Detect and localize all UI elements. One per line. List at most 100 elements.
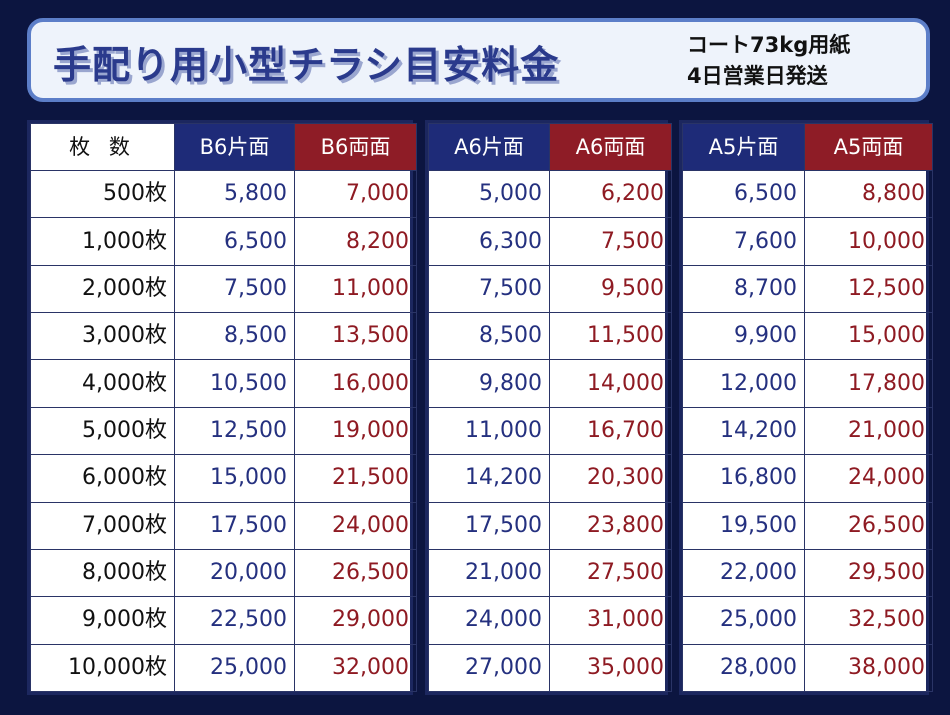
- price-a6-single: 14,200: [428, 454, 550, 503]
- quantity-cell: 8,000枚: [30, 548, 175, 598]
- table-row: 14,200 21,000: [682, 406, 933, 456]
- paper-spec: コート73kg用紙: [687, 33, 851, 57]
- table-row: 9,800 14,000: [428, 359, 672, 408]
- price-b6-double: 26,500: [294, 548, 417, 598]
- price-b6-double: 11,000: [294, 264, 417, 314]
- price-b6-single: 6,500: [174, 217, 295, 266]
- quantity-cell: 9,000枚: [30, 596, 175, 645]
- table-row: 4,000枚 10,500 16,000: [30, 359, 417, 408]
- table-row: 11,000 16,700: [428, 406, 672, 456]
- price-b6-single: 15,000: [174, 454, 295, 503]
- price-b6-double: 7,000: [294, 169, 417, 219]
- price-a6-single: 27,000: [428, 643, 550, 693]
- price-b6-single: 8,500: [174, 312, 295, 361]
- quantity-cell: 10,000枚: [30, 643, 175, 693]
- price-a6-double: 11,500: [549, 312, 672, 361]
- quantity-cell: 1,000枚: [30, 217, 175, 266]
- price-a5-single: 28,000: [682, 643, 805, 693]
- shipping-note: 4日営業日発送: [687, 64, 828, 88]
- price-a5-double: 8,800: [804, 169, 933, 219]
- price-b6-single: 17,500: [174, 501, 295, 550]
- price-b6-double: 29,000: [294, 596, 417, 645]
- col-header-a6-double: A6両面: [549, 123, 672, 171]
- quantity-cell: 2,000枚: [30, 264, 175, 314]
- price-b6-single: 25,000: [174, 643, 295, 693]
- price-b6-double: 32,000: [294, 643, 417, 693]
- price-a6-double: 9,500: [549, 264, 672, 314]
- price-a5-single: 9,900: [682, 312, 805, 361]
- price-a6-single: 9,800: [428, 359, 550, 408]
- price-b6-double: 16,000: [294, 359, 417, 408]
- col-header-a5-single: A5片面: [682, 123, 805, 171]
- price-b6-single: 10,500: [174, 359, 295, 408]
- table-b6: 枚 数 B6片面 B6両面 500枚 5,800 7,000 1,000枚 6,500 8…: [30, 123, 417, 693]
- price-a6-double: 23,800: [549, 501, 672, 550]
- price-a5-double: 17,800: [804, 359, 933, 408]
- price-a5-double: 32,500: [804, 596, 933, 645]
- table-row: 7,500 9,500: [428, 264, 672, 314]
- price-a6-double: 35,000: [549, 643, 672, 693]
- table-row: 12,000 17,800: [682, 359, 933, 408]
- col-header-a6-single: A6片面: [428, 123, 550, 171]
- price-a6-double: 27,500: [549, 548, 672, 598]
- header-row: A5片面 A5両面: [682, 123, 933, 171]
- quantity-cell: 3,000枚: [30, 312, 175, 361]
- price-a6-single: 5,000: [428, 169, 550, 219]
- price-b6-double: 21,500: [294, 454, 417, 503]
- price-a5-single: 8,700: [682, 264, 805, 314]
- price-a5-single: 16,800: [682, 454, 805, 503]
- quantity-cell: 5,000枚: [30, 406, 175, 456]
- table-row: 6,300 7,500: [428, 217, 672, 266]
- panel-b6: 枚 数 B6片面 B6両面 500枚 5,800 7,000 1,000枚 6,500 8…: [27, 120, 417, 695]
- price-a6-double: 14,000: [549, 359, 672, 408]
- table-row: 22,000 29,500: [682, 548, 933, 598]
- table-row: 8,000枚 20,000 26,500: [30, 548, 417, 598]
- table-row: 10,000枚 25,000 32,000: [30, 643, 417, 693]
- price-a5-double: 26,500: [804, 501, 933, 550]
- price-a5-single: 19,500: [682, 501, 805, 550]
- table-row: 19,500 26,500: [682, 501, 933, 550]
- table-row: 6,000枚 15,000 21,500: [30, 454, 417, 503]
- table-row: 2,000枚 7,500 11,000: [30, 264, 417, 314]
- table-row: 8,700 12,500: [682, 264, 933, 314]
- table-row: 16,800 24,000: [682, 454, 933, 503]
- quantity-cell: 6,000枚: [30, 454, 175, 503]
- price-b6-double: 24,000: [294, 501, 417, 550]
- table-row: 1,000枚 6,500 8,200: [30, 217, 417, 266]
- price-a5-double: 21,000: [804, 406, 933, 456]
- table-row: 3,000枚 8,500 13,500: [30, 312, 417, 361]
- col-header-a5-double: A5両面: [804, 123, 933, 171]
- price-a6-double: 6,200: [549, 169, 672, 219]
- page-title: 手配り用小型チラシ目安料金: [53, 43, 560, 87]
- header-note: コート73kg用紙 4日営業日発送: [687, 30, 850, 92]
- table-row: 17,500 23,800: [428, 501, 672, 550]
- price-a5-double: 38,000: [804, 643, 933, 693]
- table-row: 21,000 27,500: [428, 548, 672, 598]
- price-a6-single: 6,300: [428, 217, 550, 266]
- table-row: 9,900 15,000: [682, 312, 933, 361]
- panel-a6: A6片面 A6両面 5,000 6,200 6,300 7,500 7,500 9,500…: [425, 120, 672, 695]
- table-row: 500枚 5,800 7,000: [30, 169, 417, 219]
- price-b6-double: 13,500: [294, 312, 417, 361]
- col-header-b6-single: B6片面: [174, 123, 295, 171]
- table-row: 27,000 35,000: [428, 643, 672, 693]
- price-a5-double: 12,500: [804, 264, 933, 314]
- table-row: 6,500 8,800: [682, 169, 933, 219]
- table-row: 25,000 32,500: [682, 596, 933, 645]
- price-a6-double: 16,700: [549, 406, 672, 456]
- table-a5: A5片面 A5両面 6,500 8,800 7,600 10,000 8,700 12,5…: [682, 123, 933, 693]
- table-row: 8,500 11,500: [428, 312, 672, 361]
- price-a6-single: 21,000: [428, 548, 550, 598]
- price-a6-single: 17,500: [428, 501, 550, 550]
- table-row: 24,000 31,000: [428, 596, 672, 645]
- table-row: 28,000 38,000: [682, 643, 933, 693]
- table-row: 14,200 20,300: [428, 454, 672, 503]
- price-b6-single: 7,500: [174, 264, 295, 314]
- header-row: A6片面 A6両面: [428, 123, 672, 171]
- price-b6-single: 5,800: [174, 169, 295, 219]
- price-a6-double: 20,300: [549, 454, 672, 503]
- price-a6-double: 7,500: [549, 217, 672, 266]
- price-a5-single: 6,500: [682, 169, 805, 219]
- price-a6-single: 11,000: [428, 406, 550, 456]
- table-row: 7,600 10,000: [682, 217, 933, 266]
